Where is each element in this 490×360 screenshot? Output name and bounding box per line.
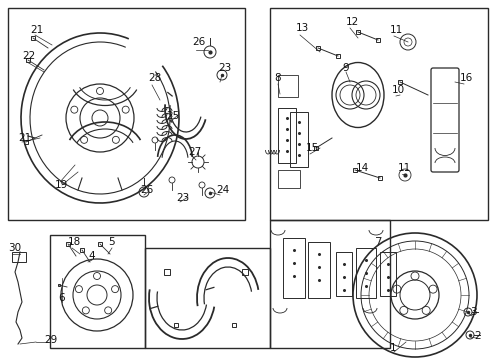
Bar [380,252,396,296]
Text: 29: 29 [44,335,57,345]
Text: 13: 13 [296,23,309,33]
Text: 21: 21 [30,25,43,35]
Text: 2: 2 [474,331,481,341]
Text: 8: 8 [274,73,281,83]
Bar [12,252,26,262]
Text: 9: 9 [342,63,348,73]
Bar [290,112,308,167]
Bar [278,75,298,97]
Text: 11: 11 [390,25,403,35]
Text: 18: 18 [68,237,81,247]
Text: 14: 14 [356,163,369,173]
Text: 23: 23 [176,193,189,203]
Text: 10: 10 [392,85,405,95]
Text: 7: 7 [375,236,383,249]
Text: 28: 28 [148,73,161,83]
Text: 27: 27 [188,147,201,157]
Text: 19: 19 [55,180,68,190]
Text: 12: 12 [346,17,359,27]
Text: 1: 1 [390,343,396,353]
Text: 15: 15 [306,143,319,153]
Bar [308,242,330,298]
Bar [278,108,296,163]
Bar [278,170,300,188]
Bar [336,252,352,296]
Text: 21: 21 [18,133,31,143]
Text: 30: 30 [8,243,21,253]
Bar [270,8,488,220]
Text: 22: 22 [22,51,35,61]
Bar [283,238,305,298]
Text: 25: 25 [166,111,179,121]
Text: 6: 6 [58,293,65,303]
Text: 11: 11 [398,163,411,173]
Text: 26: 26 [192,37,205,47]
Text: 23: 23 [218,63,231,73]
Text: 3: 3 [470,307,477,317]
Text: 16: 16 [460,73,473,83]
Bar [50,235,145,348]
Bar [145,248,270,348]
Bar [270,220,390,348]
Bar [356,248,376,298]
Bar [8,8,245,220]
Text: 24: 24 [216,185,229,195]
Text: 4: 4 [88,251,95,261]
Text: 26: 26 [140,185,153,195]
Text: 5: 5 [108,237,115,247]
